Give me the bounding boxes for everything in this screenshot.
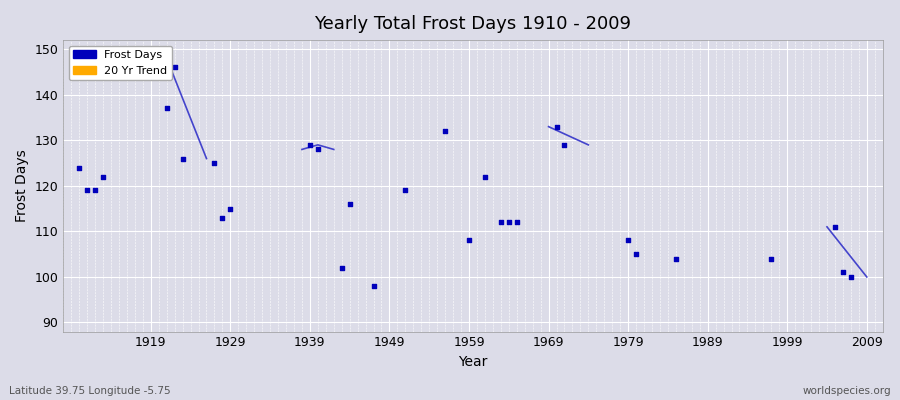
Point [509, 219, 524, 226]
Point [828, 224, 842, 230]
Point [493, 219, 508, 226]
Point [343, 201, 357, 207]
Point [629, 251, 643, 257]
Point [764, 256, 778, 262]
Text: worldspecies.org: worldspecies.org [803, 386, 891, 396]
X-axis label: Year: Year [458, 355, 488, 369]
Point [88, 187, 103, 194]
Point [72, 164, 86, 171]
Point [398, 187, 412, 194]
Point [159, 105, 174, 112]
Point [438, 128, 453, 134]
Point [843, 274, 858, 280]
Point [96, 174, 111, 180]
Point [621, 237, 635, 244]
Point [207, 160, 221, 166]
Point [167, 64, 182, 71]
Legend: Frost Days, 20 Yr Trend: Frost Days, 20 Yr Trend [68, 46, 172, 80]
Point [501, 219, 516, 226]
Point [836, 269, 850, 276]
Point [80, 187, 94, 194]
Point [176, 155, 190, 162]
Y-axis label: Frost Days: Frost Days [15, 150, 29, 222]
Title: Yearly Total Frost Days 1910 - 2009: Yearly Total Frost Days 1910 - 2009 [314, 15, 632, 33]
Point [478, 174, 492, 180]
Point [310, 146, 325, 153]
Text: Latitude 39.75 Longitude -5.75: Latitude 39.75 Longitude -5.75 [9, 386, 171, 396]
Point [557, 142, 572, 148]
Point [223, 206, 238, 212]
Point [669, 256, 683, 262]
Point [366, 283, 381, 289]
Point [302, 142, 317, 148]
Point [335, 265, 349, 271]
Point [215, 214, 230, 221]
Point [549, 124, 563, 130]
Point [462, 237, 476, 244]
